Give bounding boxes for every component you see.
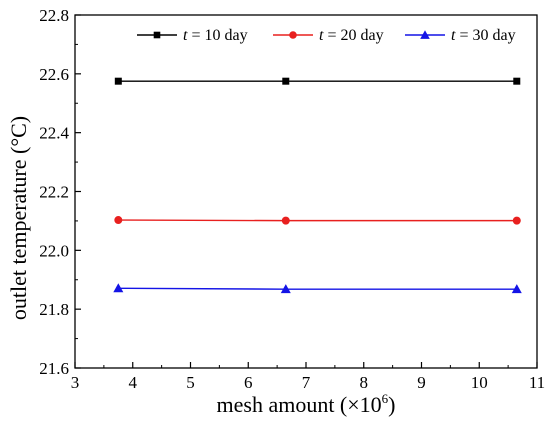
plot-layer (113, 77, 522, 294)
ticks-layer: 3 4 5 6 7 8 9 10 11 21.6 21.8 22.0 22.2 22.4 22.6 22.8 (39, 6, 545, 392)
data-point-square (282, 77, 290, 85)
y-tick-label: 22.6 (39, 65, 69, 84)
data-point-square (153, 31, 161, 39)
y-axis-label: outlet temperature (°C) (6, 116, 31, 320)
x-tick-label: 8 (360, 373, 369, 392)
plot-frame (74, 14, 538, 369)
data-point-triangle (420, 30, 430, 39)
legend-label-var: t (451, 27, 456, 44)
legend: t = 10 day t = 20 day t = 30 day (137, 27, 516, 44)
x-tick-label: 5 (186, 373, 195, 392)
legend-label-rest: = 20 day (323, 27, 383, 44)
x-tick-label: 11 (529, 373, 545, 392)
x-tick-label: 7 (302, 373, 311, 392)
data-point-square (114, 77, 122, 85)
legend-label-rest: = 10 day (187, 27, 247, 44)
series-line (118, 287, 517, 290)
legend-label: t = 20 day (319, 27, 384, 44)
y-tick-label: 21.8 (39, 300, 69, 319)
y-tick-label: 22.4 (39, 124, 69, 143)
series-3 (113, 283, 522, 294)
data-point-triangle (280, 284, 291, 294)
x-axis-label-exponent: 6 (382, 391, 389, 406)
data-point-circle (512, 216, 521, 225)
legend-item: t = 20 day (273, 27, 384, 44)
series-1 (114, 77, 521, 85)
legend-label-rest: = 30 day (455, 27, 515, 44)
y-tick-label: 22.8 (39, 6, 69, 25)
data-point-triangle (113, 283, 124, 293)
x-tick-label: 4 (129, 373, 138, 392)
x-tick-label: 3 (71, 373, 80, 392)
data-point-circle (289, 31, 297, 39)
series-2 (114, 216, 521, 225)
legend-label: t = 30 day (451, 27, 516, 44)
y-tick-label: 22.0 (39, 241, 69, 260)
x-axis-label: mesh amount (×106) (217, 391, 396, 417)
data-point-circle (114, 216, 123, 225)
data-point-circle (281, 216, 290, 225)
x-tick-label: 9 (417, 373, 426, 392)
series-line (118, 219, 517, 222)
legend-item: t = 10 day (137, 27, 248, 44)
legend-label-var: t (183, 27, 188, 44)
legend-label-var: t (319, 27, 324, 44)
y-tick-label: 22.2 (39, 183, 69, 202)
y-tick-label: 21.6 (39, 359, 69, 378)
x-axis-label-end: ) (388, 392, 395, 417)
x-tick-label: 6 (244, 373, 253, 392)
legend-item: t = 30 day (405, 27, 516, 44)
x-axis-label-main: mesh amount (×10 (217, 392, 382, 417)
legend-label: t = 10 day (183, 27, 248, 44)
data-point-square (513, 77, 521, 85)
x-tick-label: 10 (471, 373, 488, 392)
data-point-triangle (511, 284, 522, 294)
